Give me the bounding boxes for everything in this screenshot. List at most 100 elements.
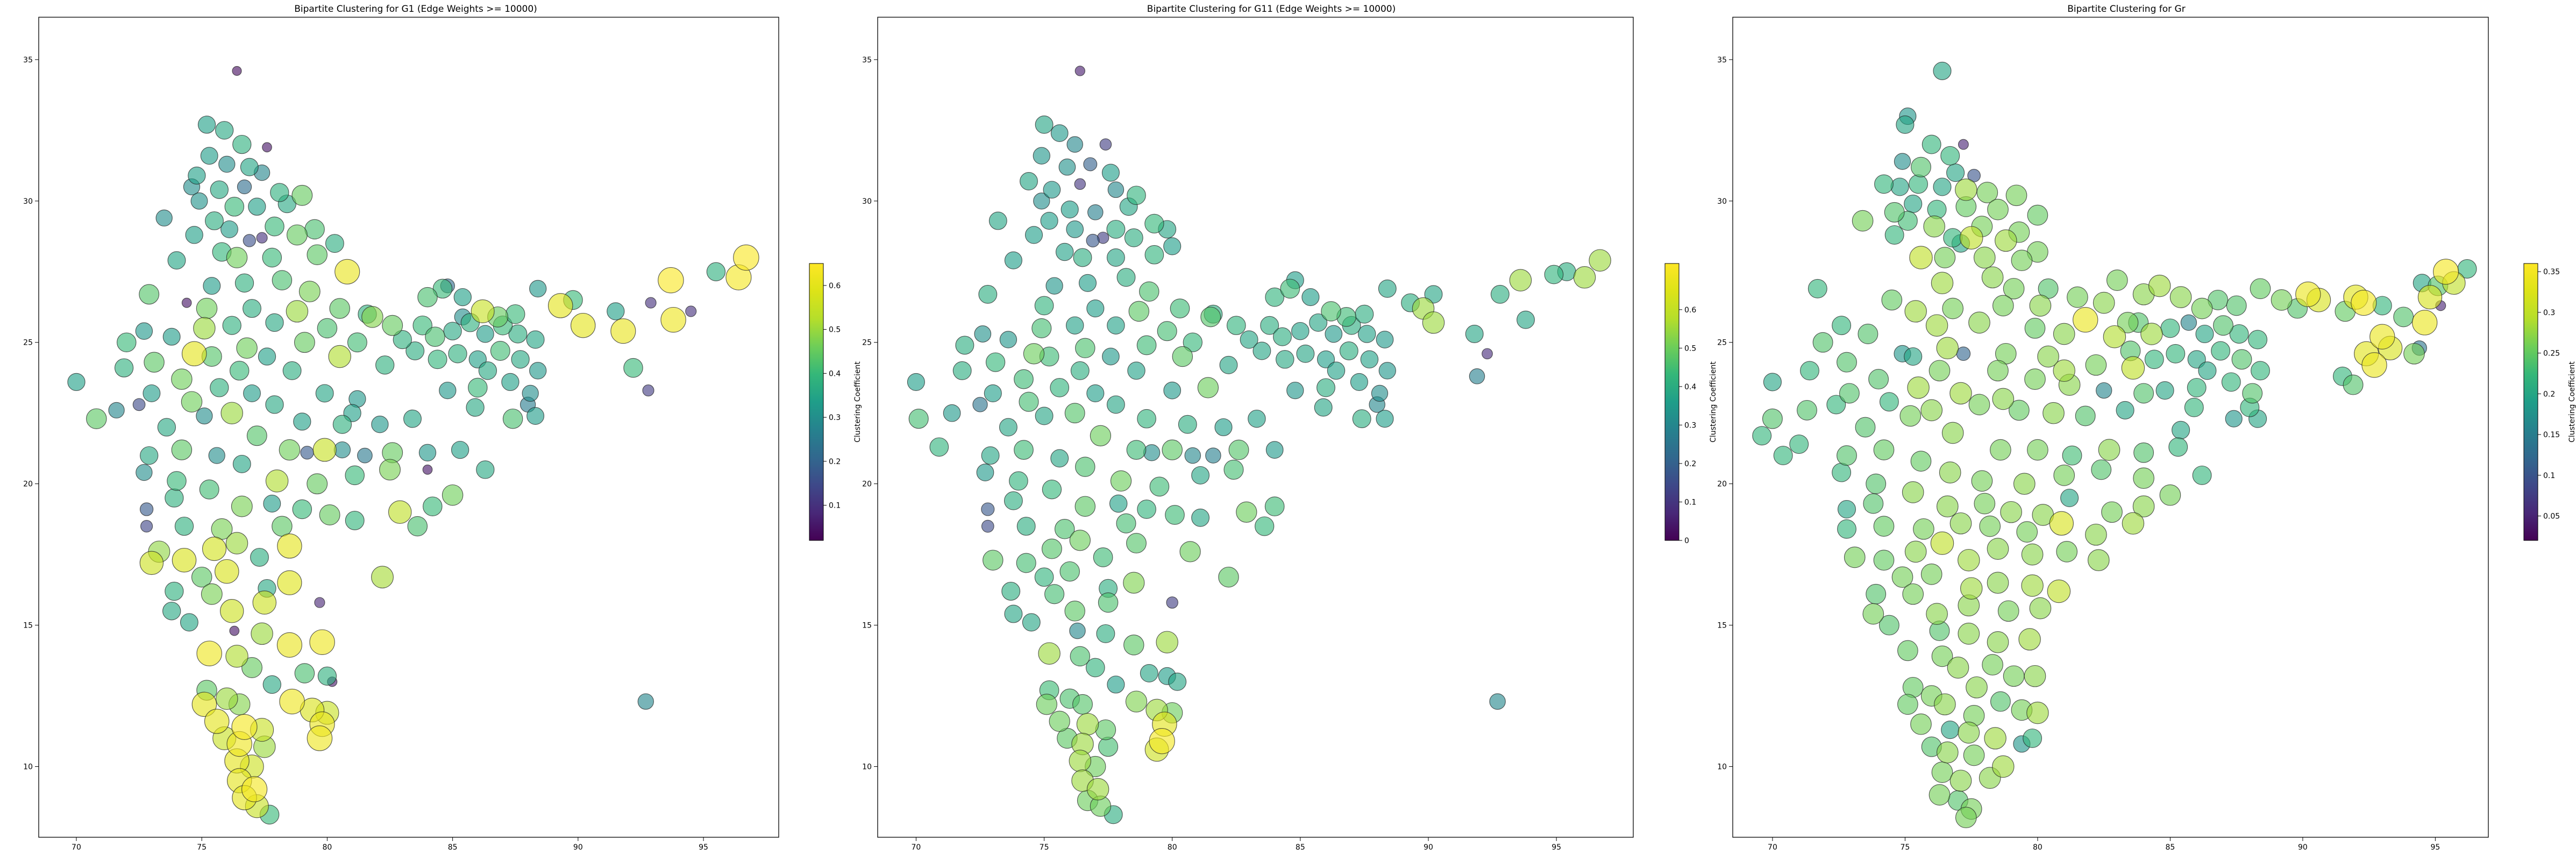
scatter-point bbox=[1086, 300, 1105, 318]
colorbar-tick-label: 0.1 bbox=[2543, 472, 2555, 480]
scatter-point bbox=[1891, 566, 1913, 588]
y-tick-label: 10 bbox=[862, 763, 872, 772]
scatter-point bbox=[1218, 566, 1239, 588]
scatter-point bbox=[307, 725, 333, 751]
scatter-point bbox=[371, 566, 394, 589]
scatter-point bbox=[2021, 543, 2044, 566]
scatter-point bbox=[2159, 484, 2181, 506]
chart-title: Bipartite Clustering for G1 (Edge Weight… bbox=[294, 4, 537, 15]
scatter-point bbox=[623, 358, 643, 378]
scatter-point bbox=[1049, 710, 1070, 732]
scatter-point bbox=[1309, 313, 1328, 332]
scatter-point bbox=[136, 464, 153, 481]
scatter-point bbox=[478, 361, 497, 380]
scatter-point bbox=[1930, 531, 1954, 555]
scatter-point bbox=[929, 437, 949, 457]
scatter-point bbox=[1352, 409, 1371, 429]
scatter-point bbox=[1863, 493, 1884, 514]
scatter-point bbox=[1126, 440, 1147, 460]
scatter-point bbox=[1913, 518, 1934, 540]
scatter-point bbox=[140, 520, 153, 533]
scatter-point bbox=[1085, 658, 1105, 678]
scatter-point bbox=[999, 418, 1017, 437]
scatter-point bbox=[286, 300, 309, 323]
scatter-point bbox=[1832, 462, 1852, 482]
colorbar-tick-label: 0.35 bbox=[2543, 268, 2560, 276]
scatter-point bbox=[733, 244, 759, 271]
scatter-point bbox=[1023, 343, 1045, 365]
scatter-point bbox=[272, 270, 293, 290]
scatter-point bbox=[1926, 603, 1948, 625]
scatter-point bbox=[2091, 459, 2112, 480]
scatter-point bbox=[2024, 665, 2046, 687]
scatter-point bbox=[1909, 174, 1929, 194]
scatter-point bbox=[1064, 403, 1085, 424]
y-tick-label: 35 bbox=[862, 56, 872, 65]
y-tick-label: 15 bbox=[1717, 622, 1727, 630]
scatter-point bbox=[1162, 439, 1183, 460]
scatter-point bbox=[1826, 395, 1846, 415]
scatter-point bbox=[1083, 157, 1098, 172]
colorbar-tick-label: 0.3 bbox=[2543, 309, 2555, 317]
scatter-point bbox=[174, 516, 194, 536]
scatter-point bbox=[1126, 533, 1147, 554]
scatter-point bbox=[1763, 373, 1782, 391]
colorbar-tick-label: 0.6 bbox=[1684, 306, 1696, 315]
scatter-point bbox=[256, 232, 268, 244]
scatter-point bbox=[315, 384, 334, 403]
scatter-point bbox=[165, 488, 184, 508]
x-tick-label: 75 bbox=[1040, 843, 1049, 852]
scatter-point bbox=[181, 341, 207, 367]
y-tick-label: 35 bbox=[1717, 56, 1727, 65]
scatter-point bbox=[1797, 400, 1817, 421]
scatter-point bbox=[1509, 269, 1532, 291]
scatter-point bbox=[1911, 156, 1931, 177]
scatter-point bbox=[1976, 182, 1998, 203]
scatter-point bbox=[1291, 322, 1310, 340]
scatter-point bbox=[205, 211, 224, 231]
scatter-point bbox=[1004, 251, 1022, 269]
scatter-point bbox=[1959, 226, 1983, 250]
scatter-point bbox=[1997, 600, 2019, 622]
scatter-point bbox=[1240, 330, 1258, 349]
scatter-point bbox=[466, 398, 485, 417]
scatter-point bbox=[2248, 330, 2268, 350]
scatter-point bbox=[448, 344, 467, 364]
scatter-point bbox=[1910, 713, 1932, 735]
scatter-point bbox=[1296, 344, 1315, 363]
scatter-point bbox=[2075, 405, 2096, 426]
scatter-point bbox=[972, 397, 988, 412]
scatter-point bbox=[2166, 344, 2186, 364]
scatter-point bbox=[210, 378, 229, 397]
scatter-point bbox=[2211, 341, 2231, 361]
scatter-point bbox=[1958, 722, 1980, 744]
scatter-point bbox=[2226, 295, 2247, 316]
scatter-point bbox=[417, 287, 438, 308]
scatter-point bbox=[298, 281, 321, 303]
x-tick-label: 75 bbox=[197, 843, 207, 852]
scatter-point bbox=[1260, 316, 1279, 335]
scatter-point bbox=[610, 318, 636, 344]
scatter-point bbox=[2343, 374, 2364, 395]
scatter-point bbox=[1968, 394, 1990, 416]
scatter-point bbox=[2005, 184, 2027, 206]
scatter-point bbox=[984, 384, 1002, 402]
scatter-point bbox=[1933, 61, 1952, 80]
scatter-point bbox=[1982, 654, 2003, 676]
scatter-point bbox=[1149, 728, 1175, 754]
scatter-point bbox=[197, 116, 216, 134]
scatter-point bbox=[1075, 338, 1095, 359]
scatter-point bbox=[1128, 301, 1150, 322]
scatter-point bbox=[1573, 266, 1596, 289]
scatter-point bbox=[1107, 316, 1125, 334]
scatter-point bbox=[1170, 298, 1190, 318]
scatter-point bbox=[501, 373, 520, 391]
scatter-point bbox=[1066, 136, 1083, 153]
scatter-point bbox=[1902, 481, 1924, 503]
scatter-point bbox=[2231, 349, 2252, 370]
scatter-point bbox=[1106, 219, 1126, 239]
scatter-point bbox=[1936, 337, 1959, 360]
scatter-point bbox=[1371, 384, 1389, 402]
scatter-point bbox=[1016, 553, 1036, 573]
scatter-point bbox=[216, 687, 238, 710]
